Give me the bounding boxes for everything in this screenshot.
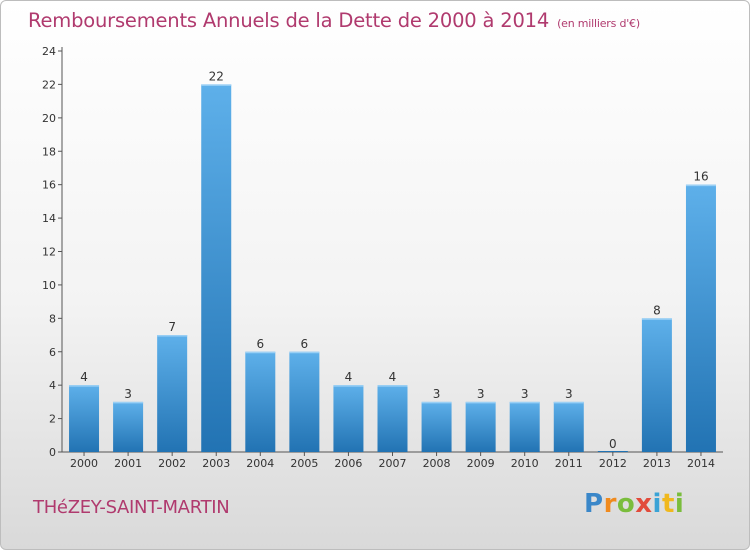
- y-tick-label: 18: [42, 145, 56, 158]
- data-label: 0: [609, 437, 617, 451]
- bars: [69, 84, 716, 453]
- commune-name: THéZEY-SAINT-MARTIN: [33, 497, 230, 518]
- data-label: 3: [521, 387, 529, 401]
- y-tick-label: 2: [49, 413, 56, 426]
- bar-highlight: [333, 385, 364, 387]
- bar: [641, 318, 672, 452]
- data-label: 4: [345, 370, 353, 384]
- data-label: 16: [693, 170, 708, 184]
- bar-highlight: [245, 351, 276, 354]
- bar: [465, 401, 496, 452]
- x-tick-label: 2008: [423, 457, 451, 470]
- bar-highlight: [509, 401, 540, 404]
- chart-title-text: Remboursements Annuels de la Dette de 20…: [28, 9, 550, 32]
- y-tick-label: 16: [42, 179, 56, 192]
- y-tick-label: 20: [42, 112, 56, 125]
- data-label: 3: [477, 387, 485, 401]
- bar-highlight: [421, 401, 452, 404]
- y-tick-label: 12: [42, 246, 56, 259]
- data-label: 4: [80, 370, 88, 384]
- bar: [201, 84, 232, 453]
- bar: [509, 401, 540, 452]
- data-label: 3: [565, 387, 573, 401]
- data-label: 22: [209, 69, 224, 83]
- y-tick-label: 4: [49, 379, 56, 392]
- x-tick-label: 2009: [467, 457, 495, 470]
- data-label: 7: [168, 320, 176, 334]
- bar: [377, 385, 408, 452]
- bar-highlight: [377, 385, 408, 387]
- y-tick-label: 6: [49, 346, 56, 359]
- bar: [553, 401, 584, 452]
- chart-title: Remboursements Annuels de la Dette de 20…: [28, 9, 640, 32]
- y-tick-label: 10: [42, 279, 56, 292]
- x-tick-label: 2012: [599, 457, 627, 470]
- bar: [245, 351, 276, 452]
- x-tick-label: 2013: [643, 457, 671, 470]
- bar: [685, 184, 716, 452]
- x-tick-label: 2003: [202, 457, 230, 470]
- y-tick-label: 24: [42, 45, 56, 58]
- x-tick-label: 2002: [158, 457, 186, 470]
- bar-highlight: [641, 318, 672, 320]
- bar-highlight: [201, 84, 232, 86]
- x-tick-label: 2001: [114, 457, 142, 470]
- proxiti-logo[interactable]: Proxiti: [584, 489, 685, 519]
- x-tick-label: 2014: [687, 457, 715, 470]
- bar-highlight: [157, 335, 188, 337]
- unit-note: (en milliers d'€): [557, 17, 640, 30]
- bar-highlight: [685, 184, 716, 187]
- y-tick-label: 14: [42, 212, 56, 225]
- bar-highlight: [69, 385, 100, 387]
- bar: [69, 385, 100, 452]
- bar-highlight: [289, 351, 320, 354]
- x-tick-label: 2011: [555, 457, 583, 470]
- x-tick-label: 2000: [70, 457, 98, 470]
- data-label: 8: [653, 303, 661, 317]
- bar: [289, 351, 320, 452]
- bar-highlight: [553, 401, 584, 404]
- bar-highlight: [113, 401, 144, 404]
- data-labels: 4 3 7 22 6 6 4 4 3 3 3 3 0 8 16: [80, 69, 708, 451]
- data-label: 3: [433, 387, 441, 401]
- data-label: 4: [389, 370, 397, 384]
- x-tick-label: 2004: [246, 457, 274, 470]
- data-label: 6: [256, 337, 264, 351]
- bar: [597, 451, 628, 452]
- bar: [333, 385, 364, 452]
- data-label: 6: [301, 337, 309, 351]
- x-tick-label: 2010: [511, 457, 539, 470]
- y-tick-label: 22: [42, 78, 56, 91]
- x-tick-label: 2006: [334, 457, 362, 470]
- bar: [113, 401, 144, 452]
- y-tick-label: 8: [49, 312, 56, 325]
- x-tick-label: 2005: [290, 457, 318, 470]
- bar: [157, 335, 188, 452]
- data-label: 3: [124, 387, 132, 401]
- bar-highlight: [465, 401, 496, 404]
- bar: [421, 401, 452, 452]
- x-tick-label: 2007: [379, 457, 407, 470]
- y-tick-label: 0: [49, 446, 56, 459]
